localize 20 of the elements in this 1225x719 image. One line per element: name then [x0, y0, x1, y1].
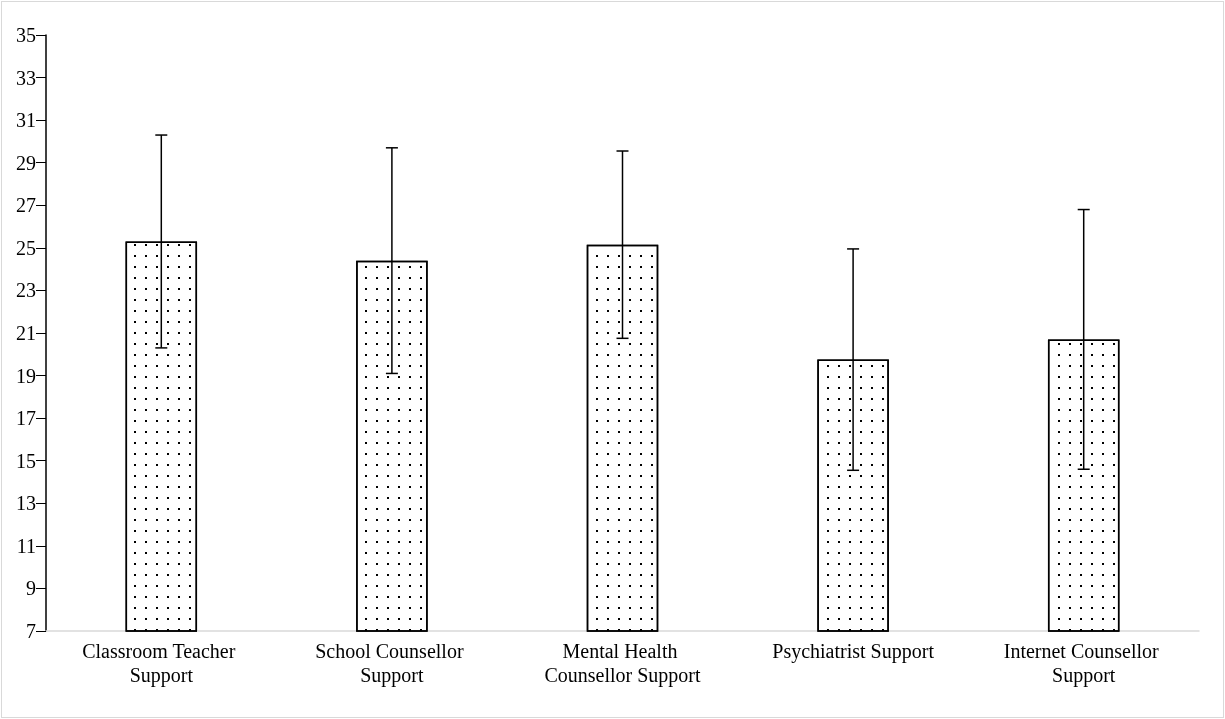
y-tick-label: 13 — [16, 492, 36, 515]
x-tick-label: Mental Health Counsellor Support — [544, 640, 701, 687]
y-tick-label: 17 — [16, 407, 36, 430]
x-tick-label: Internet Counsellor Support — [1003, 640, 1164, 687]
y-tick-label: 21 — [16, 322, 36, 344]
x-tick-label: School Counsellor Support — [315, 640, 469, 687]
y-tick-label: 15 — [16, 449, 36, 472]
y-tick-label: 27 — [16, 194, 36, 217]
y-tick-label: 31 — [16, 109, 36, 132]
y-tick-label: 29 — [16, 151, 36, 174]
y-tick-label: 11 — [16, 534, 36, 557]
y-tick-label: 7 — [26, 620, 36, 642]
x-tick-label: Classroom Teacher Support — [82, 640, 241, 687]
y-tick-label: 25 — [16, 236, 36, 259]
y-tick-label: 33 — [16, 66, 36, 89]
y-tick-label: 19 — [16, 364, 36, 387]
x-tick-label: Psychiatrist Support — [772, 640, 935, 663]
y-tick-label: 23 — [16, 279, 36, 302]
y-tick-label: 9 — [26, 577, 36, 600]
y-tick-label: 35 — [16, 24, 36, 46]
